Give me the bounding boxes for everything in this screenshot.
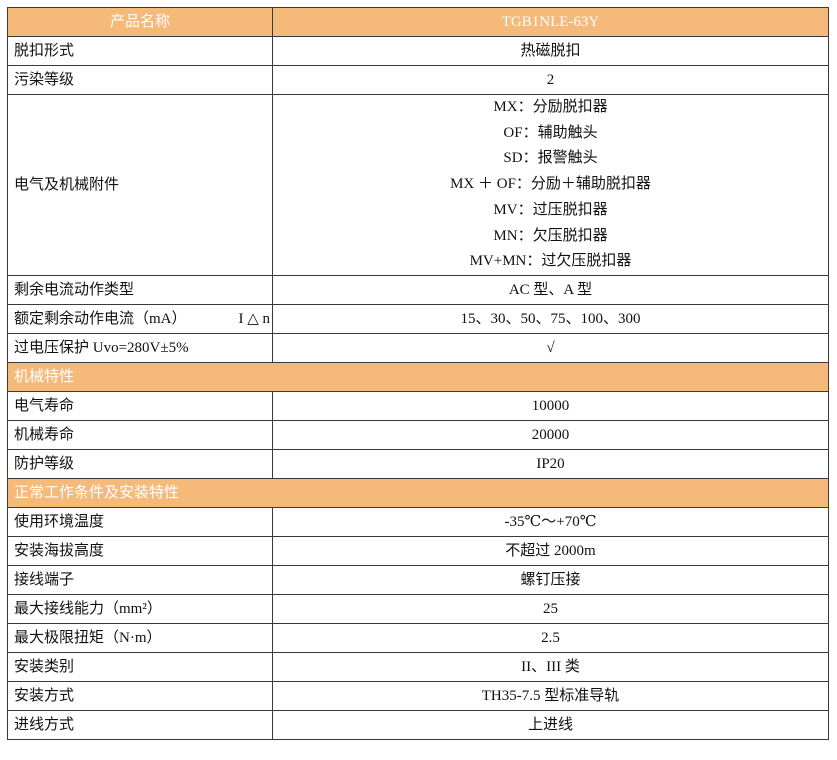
section-header: 正常工作条件及安装特性: [7, 477, 829, 508]
row-label: 额定剩余动作电流（mA） I △ n: [7, 303, 273, 334]
row-value: 2: [272, 65, 829, 95]
table-row: 电气寿命 10000: [7, 390, 829, 421]
row-value: 15、30、50、75、100、300: [272, 303, 829, 334]
row-label: 电气及机械附件: [7, 94, 273, 276]
header-label: 产品名称: [7, 7, 273, 37]
table-row: 防护等级 IP20: [7, 448, 829, 479]
row-label: 过电压保护 Uvo=280V±5%: [7, 332, 273, 363]
table-row-accessories: 电气及机械附件 MX：分励脱扣器 OF：辅助触头 SD：报警触头 MX ＋ OF…: [7, 94, 829, 276]
table-row: 最大接线能力（mm²） 25: [7, 593, 829, 624]
table-row: 安装海拔高度 不超过 2000m: [7, 535, 829, 566]
accessory-item: SD：报警触头: [503, 150, 598, 167]
row-label: 机械寿命: [7, 419, 273, 450]
row-value: II、III 类: [272, 651, 829, 682]
accessory-item: MV：过压脱扣器: [493, 201, 608, 218]
table-row: 污染等级 2: [7, 65, 829, 95]
rated-current-symbol: I △ n: [238, 310, 270, 327]
section-header: 机械特性: [7, 361, 829, 392]
row-label: 污染等级: [7, 65, 273, 95]
row-value: -35℃～+70℃: [272, 506, 829, 537]
row-label: 防护等级: [7, 448, 273, 479]
table-row: 接线端子 螺钉压接: [7, 564, 829, 595]
table-row: 剩余电流动作类型 AC 型、A 型: [7, 274, 829, 305]
row-value: AC 型、A 型: [272, 274, 829, 305]
header-value: TGB1NLE-63Y: [272, 7, 829, 37]
table-row: 最大极限扭矩（N·m） 2.5: [7, 622, 829, 653]
table-row: 过电压保护 Uvo=280V±5% √: [7, 332, 829, 363]
table-row: 使用环境温度 -35℃～+70℃: [7, 506, 829, 537]
row-value: IP20: [272, 448, 829, 479]
row-label: 脱扣形式: [7, 36, 273, 66]
table-row: 进线方式 上进线: [7, 709, 829, 740]
accessory-item: MN：欠压脱扣器: [493, 227, 608, 244]
spec-table: 产品名称 TGB1NLE-63Y 脱扣形式 热磁脱扣 污染等级 2 电气及机械附…: [7, 7, 829, 740]
row-value: 上进线: [272, 709, 829, 740]
section-title: 机械特性: [7, 361, 829, 392]
row-label: 剩余电流动作类型: [7, 274, 273, 305]
accessory-item: OF：辅助触头: [503, 124, 598, 141]
accessory-item: MX ＋ OF：分励＋辅助脱扣器: [450, 176, 651, 193]
row-label: 安装海拔高度: [7, 535, 273, 566]
table-row: 额定剩余动作电流（mA） I △ n 15、30、50、75、100、300: [7, 303, 829, 334]
accessory-item: MX：分励脱扣器: [493, 99, 608, 115]
row-label: 电气寿命: [7, 390, 273, 421]
row-value: 20000: [272, 419, 829, 450]
row-label: 最大极限扭矩（N·m）: [7, 622, 273, 653]
row-label: 最大接线能力（mm²）: [7, 593, 273, 624]
row-value: 2.5: [272, 622, 829, 653]
row-value: 热磁脱扣: [272, 36, 829, 66]
row-label: 安装类别: [7, 651, 273, 682]
section-title: 正常工作条件及安装特性: [7, 477, 829, 508]
table-row: 机械寿命 20000: [7, 419, 829, 450]
table-row: 安装类别 II、III 类: [7, 651, 829, 682]
row-value: 螺钉压接: [272, 564, 829, 595]
accessories-list: MX：分励脱扣器 OF：辅助触头 SD：报警触头 MX ＋ OF：分励＋辅助脱扣…: [272, 94, 829, 276]
row-value: TH35-7.5 型标准导轨: [272, 680, 829, 711]
row-value: √: [272, 332, 829, 363]
rated-current-label: 额定剩余动作电流（mA）: [14, 310, 187, 327]
accessory-item: MV+MN：过欠压脱扣器: [469, 253, 632, 270]
row-value: 10000: [272, 390, 829, 421]
row-label: 接线端子: [7, 564, 273, 595]
row-label: 安装方式: [7, 680, 273, 711]
row-value: 25: [272, 593, 829, 624]
table-row: 安装方式 TH35-7.5 型标准导轨: [7, 680, 829, 711]
row-value: 不超过 2000m: [272, 535, 829, 566]
table-row: 脱扣形式 热磁脱扣: [7, 36, 829, 66]
row-label: 进线方式: [7, 709, 273, 740]
table-header: 产品名称 TGB1NLE-63Y: [7, 7, 829, 37]
row-label: 使用环境温度: [7, 506, 273, 537]
